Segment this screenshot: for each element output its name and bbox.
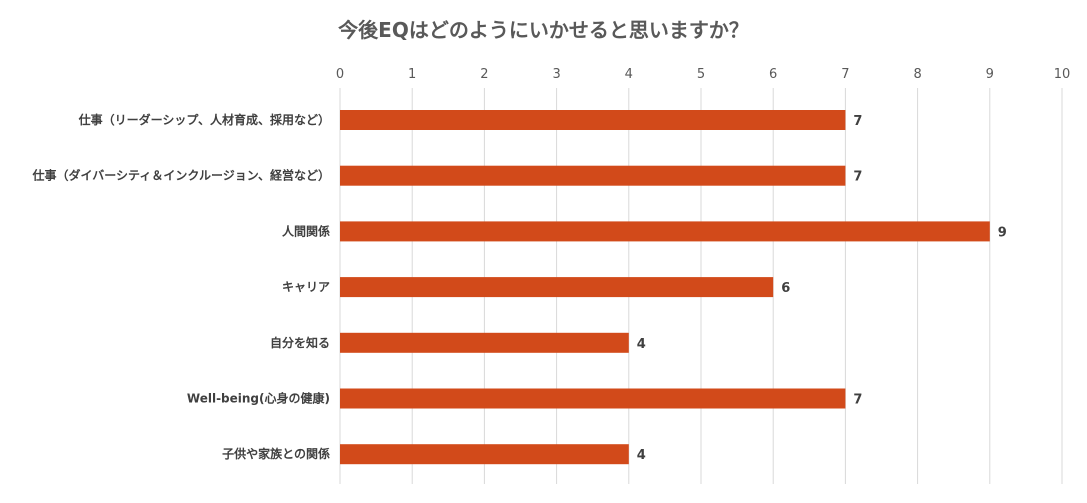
x-tick-label: 1	[408, 67, 416, 82]
chart-title: 今後EQはどのようにいかせると思いますか？	[338, 18, 749, 42]
category-label: 自分を知る	[270, 335, 330, 350]
data-label: 7	[853, 170, 862, 185]
category-label: 子供や家族との関係	[222, 446, 330, 461]
bar	[340, 221, 990, 242]
x-axis-ticks: 0 1 2 3 4 5 6 7 8 9 10	[336, 67, 1070, 82]
bar	[340, 110, 846, 130]
bar	[340, 444, 629, 465]
data-label: 4	[637, 337, 646, 352]
category-label: 人間関係	[282, 223, 330, 238]
x-tick-label: 5	[697, 67, 705, 82]
category-label: 仕事（ダイバーシティ＆インクルージョン、経営など）	[32, 168, 330, 183]
data-label: 9	[998, 225, 1007, 240]
x-tick-label: 10	[1054, 67, 1071, 82]
x-tick-label: 2	[480, 67, 488, 82]
data-label: 7	[853, 114, 862, 129]
x-tick-label: 4	[625, 67, 633, 82]
x-tick-label: 7	[841, 67, 849, 82]
category-label: 仕事（リーダーシップ、人材育成、採用など）	[78, 112, 330, 127]
x-tick-label: 6	[769, 67, 777, 82]
bar	[340, 332, 629, 353]
bar	[340, 165, 846, 186]
data-label: 7	[853, 393, 862, 408]
data-labels: 7 7 9 6 4 7 4	[637, 114, 1007, 463]
x-tick-label: 9	[986, 67, 994, 82]
category-labels: 仕事（リーダーシップ、人材育成、採用など） 仕事（ダイバーシティ＆インクルージョン…	[32, 112, 330, 461]
data-label: 4	[637, 448, 646, 463]
bar	[340, 388, 846, 409]
bar	[340, 277, 774, 298]
data-label: 6	[781, 281, 790, 296]
bars	[340, 110, 990, 465]
x-tick-label: 3	[552, 67, 560, 82]
category-label: キャリア	[282, 280, 330, 294]
x-tick-label: 0	[336, 67, 344, 82]
x-tick-label: 8	[913, 67, 921, 82]
category-label: Well-being(心身の健康)	[187, 391, 330, 406]
